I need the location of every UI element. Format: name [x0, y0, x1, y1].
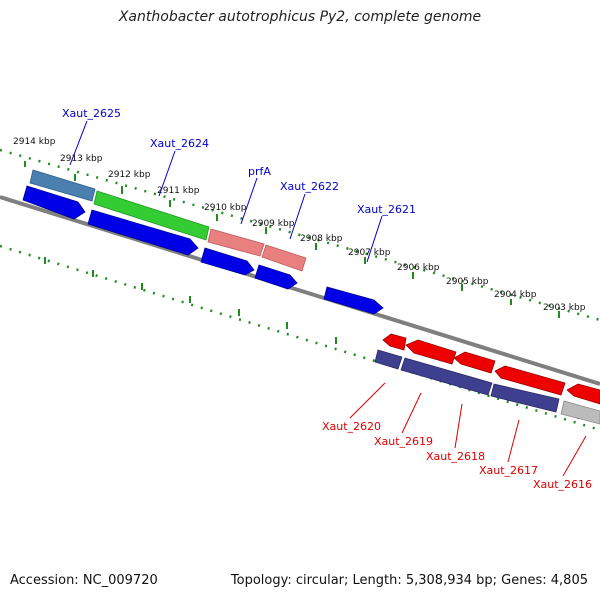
genome-summary-text: Topology: circular; Length: 5,308,934 bp… [230, 573, 588, 588]
kbp-label-2909: 2909 kbp [252, 219, 295, 229]
leader-Xaut_2624 [158, 150, 176, 197]
major-ticks [24, 161, 560, 318]
cds-arrow-Xaut_2617[interactable] [494, 365, 566, 396]
gene-label-Xaut_2617[interactable]: Xaut_2617 [479, 464, 538, 477]
leader-prfA [240, 177, 258, 225]
leader-Xaut_2616 [562, 435, 587, 477]
kbp-label-2906: 2906 kbp [397, 263, 440, 273]
feature-Xaut_2616 [560, 400, 600, 425]
leader-Xaut_2620 [349, 382, 386, 419]
feature-Xaut_2620 [374, 349, 403, 370]
leader-Xaut_2622 [289, 193, 306, 240]
kbp-label-2908: 2908 kbp [300, 234, 343, 244]
kbp-label-2905: 2905 kbp [446, 277, 489, 287]
leader-Xaut_2617 [507, 419, 520, 463]
cds-arrow-Xaut_2616[interactable] [566, 383, 600, 405]
cds-arrow-Xaut_2619[interactable] [405, 339, 457, 365]
outer-tick-ring [0, 148, 600, 322]
cds-arrow-Xaut_2621[interactable] [323, 286, 384, 315]
kbp-label-2903: 2903 kbp [543, 303, 586, 313]
leader-Xaut_2619 [401, 392, 422, 434]
gene-label-Xaut_2619[interactable]: Xaut_2619 [374, 435, 433, 448]
kbp-label-2904: 2904 kbp [494, 290, 537, 300]
gene-label-Xaut_2620[interactable]: Xaut_2620 [322, 420, 381, 433]
gene-label-Xaut_2622[interactable]: Xaut_2622 [280, 180, 339, 193]
cds-arrow-Xaut_2618[interactable] [453, 351, 496, 374]
kbp-label-2910: 2910 kbp [204, 203, 247, 213]
kbp-label-2912: 2912 kbp [108, 170, 151, 180]
cds-arrow-Xaut_2622[interactable] [254, 264, 298, 290]
feature-Xaut_2622 [261, 244, 307, 272]
accession-text: Accession: NC_009720 [10, 573, 158, 588]
feature-Xaut_2624 [93, 190, 210, 241]
feature-Xaut_2618 [490, 383, 560, 413]
genome-backbone [0, 195, 600, 386]
gene-label-Xaut_2621[interactable]: Xaut_2621 [357, 203, 416, 216]
kbp-label-2907: 2907 kbp [348, 248, 391, 258]
gene-label-Xaut_2624[interactable]: Xaut_2624 [150, 137, 209, 150]
kbp-label-2911: 2911 kbp [157, 186, 200, 196]
cds-arrow-prfA[interactable] [200, 247, 255, 276]
cds-arrow-Xaut_2620[interactable] [382, 333, 407, 351]
cds-arrow-Xaut_2624[interactable] [87, 209, 199, 256]
kbp-label-2913: 2913 kbp [60, 154, 103, 164]
kbp-label-2914: 2914 kbp [13, 137, 56, 147]
map-title: Xanthobacter autotrophicus Py2, complete… [118, 9, 482, 25]
leader-Xaut_2625 [69, 120, 88, 166]
feature-prfA [207, 228, 265, 257]
gene-label-Xaut_2616[interactable]: Xaut_2616 [533, 478, 592, 491]
inner-tick-ring [0, 244, 600, 432]
cds-arrow-Xaut_2625[interactable] [22, 185, 86, 220]
feature-Xaut_2619 [400, 357, 493, 396]
leader-Xaut_2621 [366, 215, 383, 263]
gene-label-Xaut_2618[interactable]: Xaut_2618 [426, 450, 485, 463]
gene-label-prfA[interactable]: prfA [248, 165, 271, 178]
leader-Xaut_2618 [454, 403, 463, 449]
feature-Xaut_2625 [29, 169, 96, 202]
gene-label-Xaut_2625[interactable]: Xaut_2625 [62, 107, 121, 120]
